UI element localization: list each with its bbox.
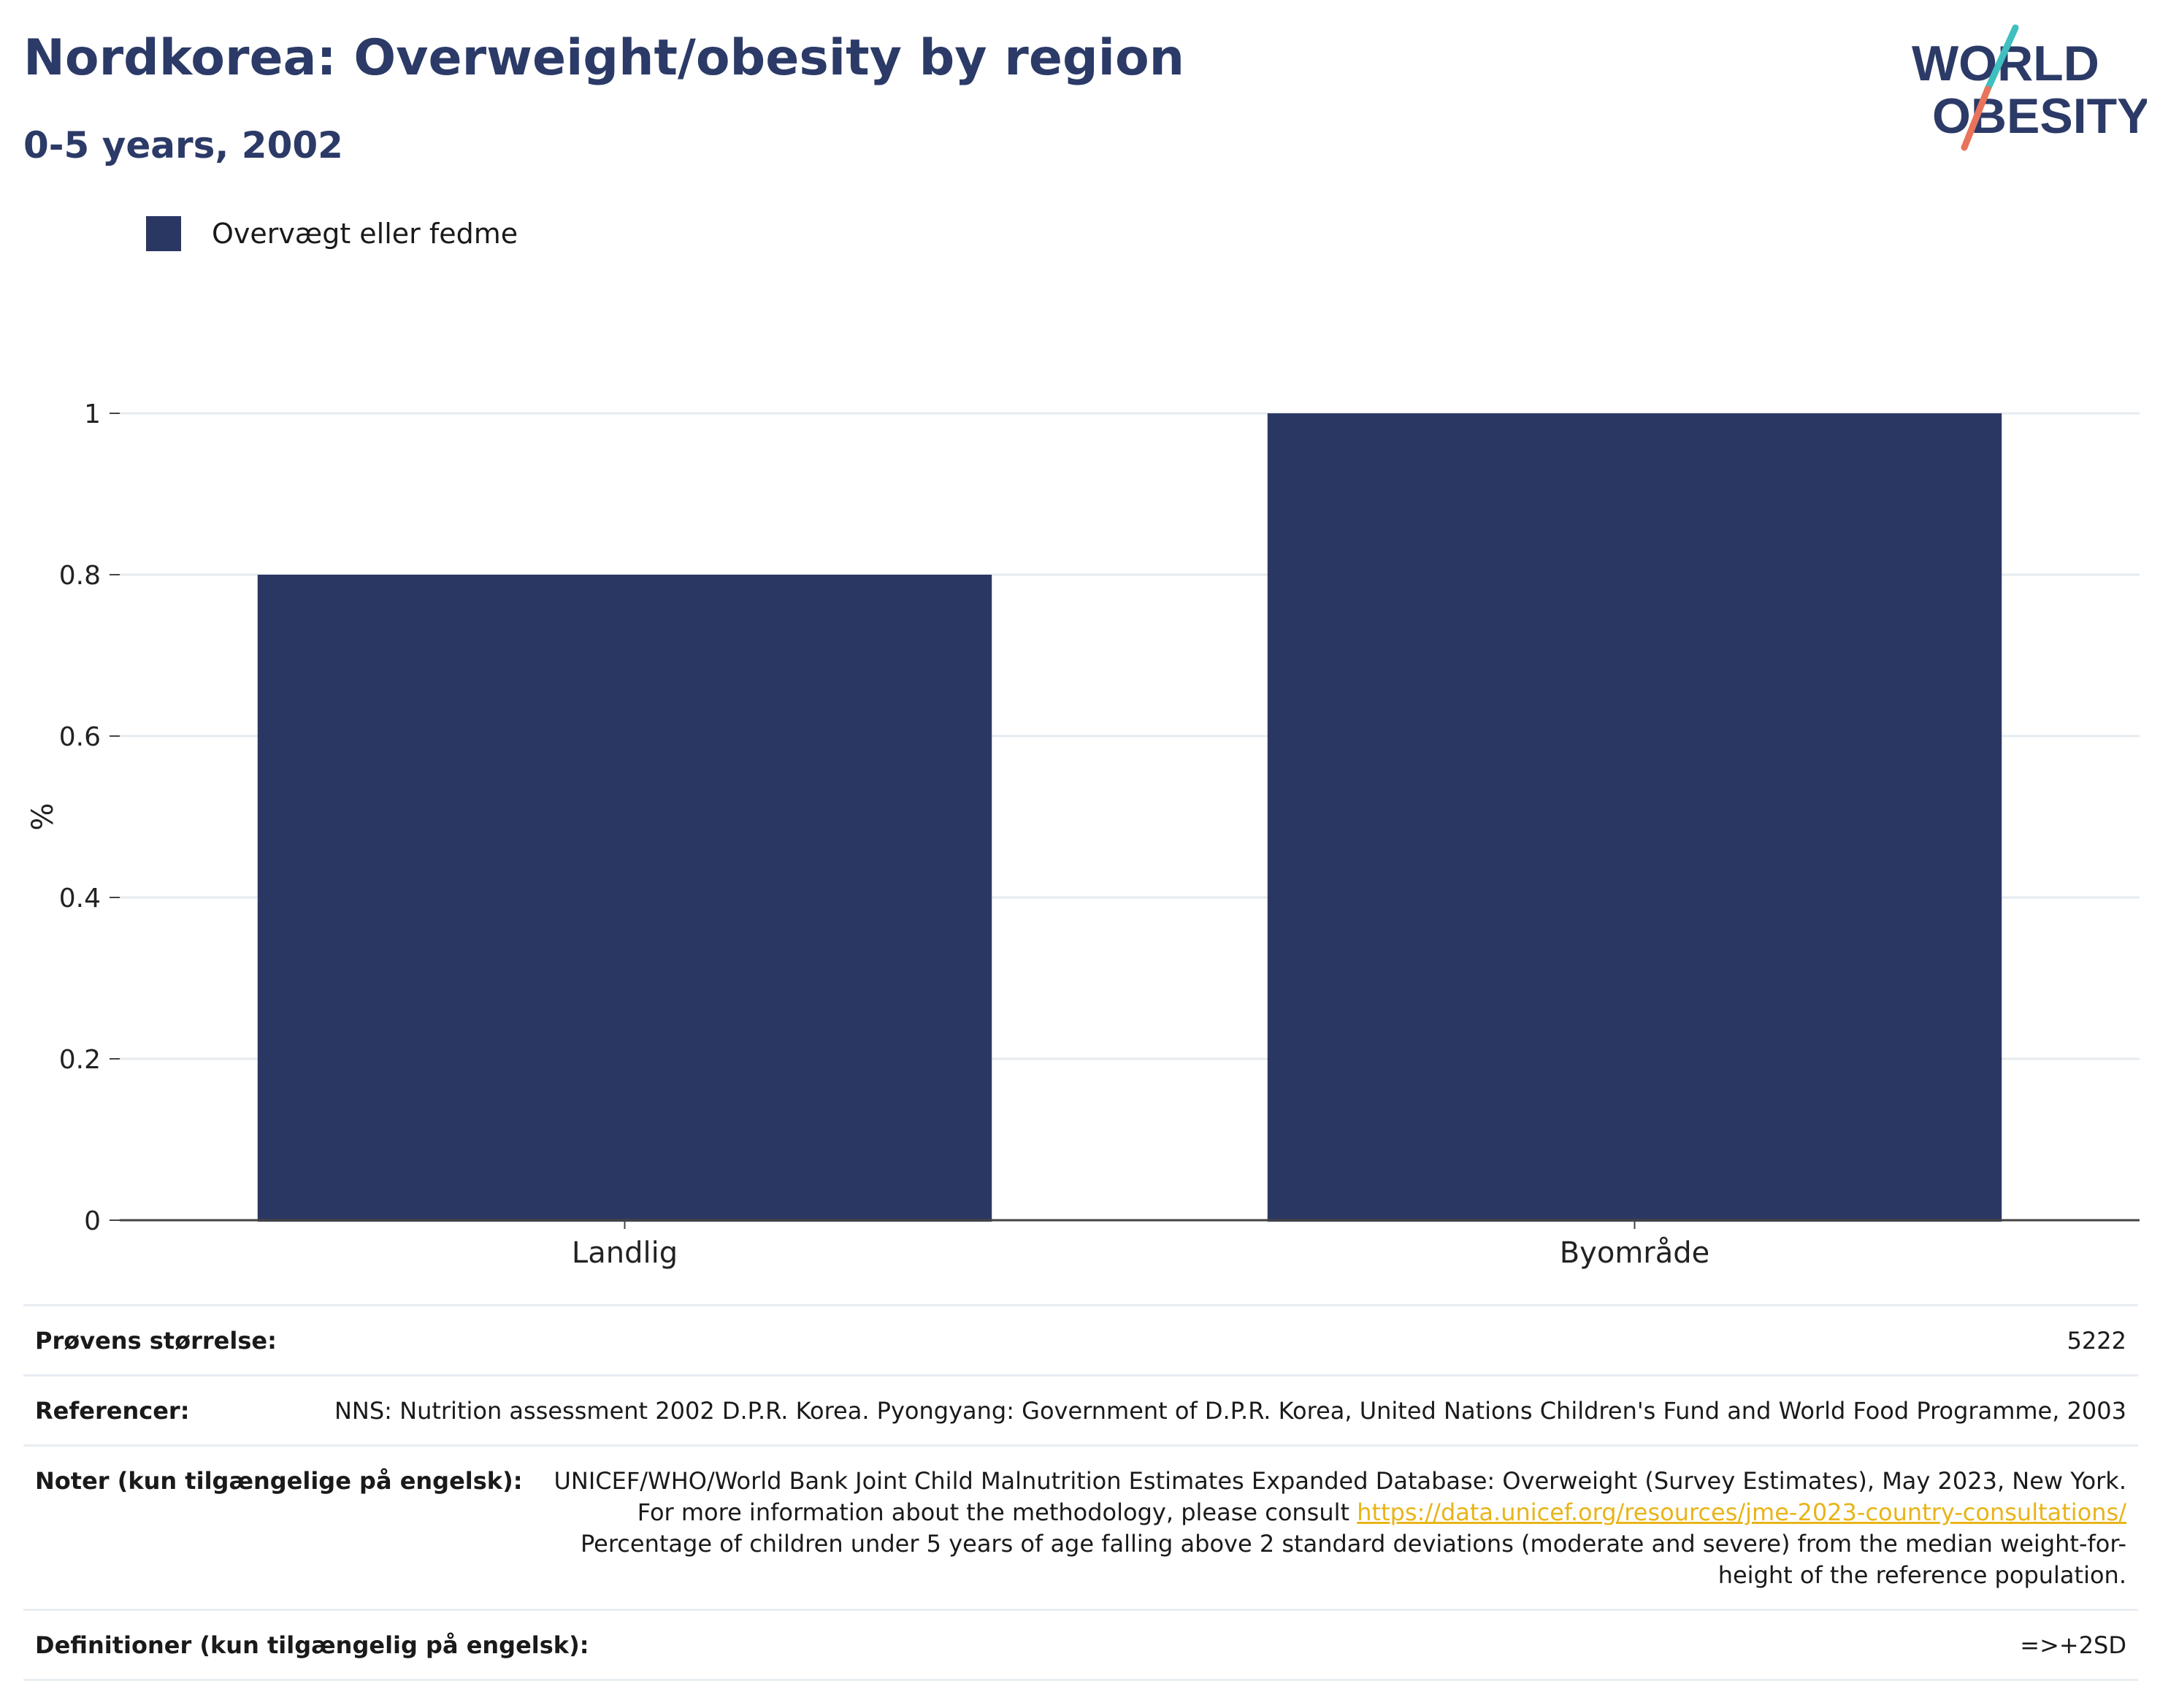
y-tick-label: 0	[84, 1206, 101, 1236]
methodology-link[interactable]: https://data.unicef.org/resources/jme-20…	[1357, 1498, 2126, 1526]
y-tick-label: 0.4	[59, 884, 101, 914]
definitions-label: Definitioner (kun tilgængelig på engelsk…	[35, 1631, 589, 1659]
notes-row: Noter (kun tilgængelige på engelsk): UNI…	[23, 1444, 2138, 1609]
definitions-row: Definitioner (kun tilgængelig på engelsk…	[23, 1609, 2138, 1681]
chart-subtitle: 0-5 years, 2002	[23, 124, 343, 166]
chart-title: Nordkorea: Overweight/obesity by region	[23, 29, 1185, 87]
legend-label: Overvægt eller fedme	[212, 218, 518, 250]
world-obesity-logo: WORLD OBESITY	[1912, 24, 2147, 151]
y-tick-label: 0.6	[59, 722, 101, 752]
x-tick-label: Landlig	[572, 1236, 678, 1270]
sample-size-label: Prøvens størrelse:	[35, 1327, 277, 1355]
bar[interactable]	[257, 575, 992, 1222]
bars	[257, 413, 2002, 1222]
definitions-value: =>+2SD	[2020, 1631, 2126, 1659]
bar-chart: 0 0.2 0.4 0.6 0.8 1 Landlig Byområde%	[26, 399, 2140, 1270]
notes-text-after: Percentage of children under 5 years of …	[581, 1530, 2126, 1589]
info-table: Prøvens størrelse: 5222 Referencer: NNS:…	[23, 1304, 2138, 1681]
y-tick-label: 0.2	[59, 1045, 101, 1075]
y-tick-label: 0.8	[59, 561, 101, 591]
bar[interactable]	[1267, 413, 2002, 1222]
references-value: NNS: Nutrition assessment 2002 D.P.R. Ko…	[334, 1397, 2126, 1425]
chart-legend[interactable]: Overvægt eller fedme	[146, 216, 518, 251]
references-row: Referencer: NNS: Nutrition assessment 20…	[23, 1374, 2138, 1444]
y-tick-label: 1	[84, 399, 101, 429]
references-label: Referencer:	[35, 1397, 190, 1425]
sample-size-row: Prøvens størrelse: 5222	[23, 1304, 2138, 1374]
sample-size-value: 5222	[2067, 1327, 2126, 1355]
x-tick-label: Byområde	[1560, 1236, 1710, 1270]
y-axis-label: %	[26, 803, 60, 830]
notes-label: Noter (kun tilgængelige på engelsk):	[35, 1467, 523, 1495]
axes: 0 0.2 0.4 0.6 0.8 1 Landlig Byområde%	[26, 399, 2140, 1270]
notes-text-before: UNICEF/WHO/World Bank Joint Child Malnut…	[554, 1467, 2127, 1526]
legend-swatch	[146, 216, 181, 251]
notes-value: UNICEF/WHO/World Bank Joint Child Malnut…	[552, 1466, 2127, 1591]
